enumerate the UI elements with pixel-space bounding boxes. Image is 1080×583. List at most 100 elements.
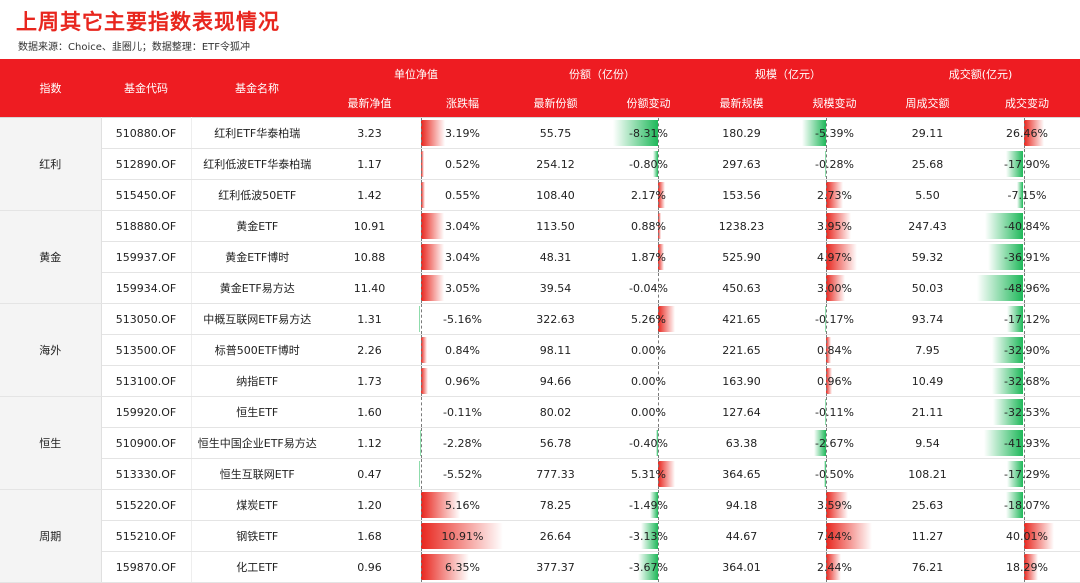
scale-chg-bar-cell: -2.67%: [788, 428, 881, 459]
scale-chg-bar-cell: 3.00%: [788, 273, 881, 304]
fund-name-cell: 红利低波50ETF: [191, 180, 323, 211]
nav-cell: 1.12: [323, 428, 416, 459]
turnover-chg-value: -40.84%: [1004, 220, 1050, 233]
fund-code-cell: 510880.OF: [101, 118, 191, 149]
col-header-index: 指数: [0, 59, 101, 118]
turnover-chg-bar-cell: -17.12%: [974, 304, 1080, 335]
share-cell: 777.33: [509, 459, 602, 490]
turnover-chg-value: -32.68%: [1004, 375, 1050, 388]
share-chg-bar-cell: 2.17%: [602, 180, 695, 211]
change-bar: [421, 213, 444, 239]
zero-axis-line: [421, 459, 423, 489]
zero-axis-line: [421, 273, 423, 303]
share-cell: 56.78: [509, 428, 602, 459]
share-chg-value: -8.31%: [629, 127, 668, 140]
turnover-cell: 25.68: [881, 149, 974, 180]
nav-cell: 1.20: [323, 490, 416, 521]
turnover-chg-value: -41.93%: [1004, 437, 1050, 450]
nav-cell: 10.91: [323, 211, 416, 242]
turnover-chg-value: -48.96%: [1004, 282, 1050, 295]
scale-chg-bar-cell: 3.95%: [788, 211, 881, 242]
turnover-chg-value: -32.90%: [1004, 344, 1050, 357]
turnover-cell: 7.95: [881, 335, 974, 366]
nav-chg-value: 0.84%: [445, 344, 480, 357]
share-chg-bar-cell: 0.00%: [602, 366, 695, 397]
scale-chg-value: 0.96%: [817, 375, 852, 388]
share-cell: 108.40: [509, 180, 602, 211]
share-chg-value: -1.49%: [629, 499, 668, 512]
nav-cell: 3.23: [323, 118, 416, 149]
zero-axis-line: [421, 211, 423, 241]
scale-chg-bar-cell: -0.11%: [788, 397, 881, 428]
nav-chg-bar-cell: -5.16%: [416, 304, 509, 335]
turnover-chg-bar-cell: -32.90%: [974, 335, 1080, 366]
change-bar: [421, 120, 445, 146]
zero-axis-line: [421, 118, 423, 148]
col-header-code: 基金代码: [101, 59, 191, 118]
turnover-chg-bar-cell: -18.07%: [974, 490, 1080, 521]
nav-chg-value: 3.04%: [445, 220, 480, 233]
share-cell: 26.64: [509, 521, 602, 552]
share-cell: 254.12: [509, 149, 602, 180]
scale-chg-value: 3.95%: [817, 220, 852, 233]
scale-chg-bar-cell: 3.59%: [788, 490, 881, 521]
scale-chg-value: 3.00%: [817, 282, 852, 295]
fund-name-cell: 中概互联网ETF易方达: [191, 304, 323, 335]
share-chg-value: -0.80%: [629, 158, 668, 171]
share-cell: 113.50: [509, 211, 602, 242]
scale-cell: 450.63: [695, 273, 788, 304]
fund-name-cell: 化工ETF: [191, 552, 323, 583]
nav-cell: 2.26: [323, 335, 416, 366]
share-cell: 377.37: [509, 552, 602, 583]
share-chg-bar-cell: 1.87%: [602, 242, 695, 273]
scale-chg-bar-cell: 0.96%: [788, 366, 881, 397]
scale-chg-bar-cell: 2.73%: [788, 180, 881, 211]
nav-cell: 1.42: [323, 180, 416, 211]
turnover-cell: 5.50: [881, 180, 974, 211]
scale-chg-value: 4.97%: [817, 251, 852, 264]
scale-cell: 94.18: [695, 490, 788, 521]
index-group-cell: 周期: [0, 490, 101, 583]
change-bar: [421, 244, 444, 270]
turnover-cell: 10.49: [881, 366, 974, 397]
turnover-chg-value: -7.15%: [1008, 189, 1047, 202]
scale-chg-value: 2.73%: [817, 189, 852, 202]
scale-cell: 221.65: [695, 335, 788, 366]
share-chg-value: 0.00%: [631, 344, 666, 357]
zero-axis-line: [421, 366, 423, 396]
scale-cell: 127.64: [695, 397, 788, 428]
scale-chg-value: 2.44%: [817, 561, 852, 574]
share-chg-bar-cell: -3.67%: [602, 552, 695, 583]
share-cell: 55.75: [509, 118, 602, 149]
share-chg-bar-cell: -0.40%: [602, 428, 695, 459]
turnover-chg-value: -17.29%: [1004, 468, 1050, 481]
nav-chg-bar-cell: 3.19%: [416, 118, 509, 149]
nav-cell: 10.88: [323, 242, 416, 273]
scale-chg-bar-cell: 4.97%: [788, 242, 881, 273]
zero-axis-line: [421, 490, 423, 520]
share-chg-value: 0.00%: [631, 406, 666, 419]
col-header-nav: 最新净值: [323, 88, 416, 118]
nav-chg-bar-cell: -0.11%: [416, 397, 509, 428]
share-chg-bar-cell: -1.49%: [602, 490, 695, 521]
zero-axis-line: [421, 149, 423, 179]
share-cell: 39.54: [509, 273, 602, 304]
scale-chg-bar-cell: -0.17%: [788, 304, 881, 335]
nav-chg-bar-cell: 0.84%: [416, 335, 509, 366]
turnover-chg-bar-cell: -17.90%: [974, 149, 1080, 180]
turnover-chg-value: 40.01%: [1006, 530, 1048, 543]
scale-chg-bar-cell: 7.44%: [788, 521, 881, 552]
nav-chg-value: 3.19%: [445, 127, 480, 140]
turnover-cell: 108.21: [881, 459, 974, 490]
share-chg-value: -3.67%: [629, 561, 668, 574]
nav-chg-value: 6.35%: [445, 561, 480, 574]
turnover-chg-bar-cell: -40.84%: [974, 211, 1080, 242]
turnover-chg-value: 26.46%: [1006, 127, 1048, 140]
share-chg-bar-cell: 0.88%: [602, 211, 695, 242]
fund-code-cell: 513500.OF: [101, 335, 191, 366]
col-header-scale: 最新规模: [695, 88, 788, 118]
